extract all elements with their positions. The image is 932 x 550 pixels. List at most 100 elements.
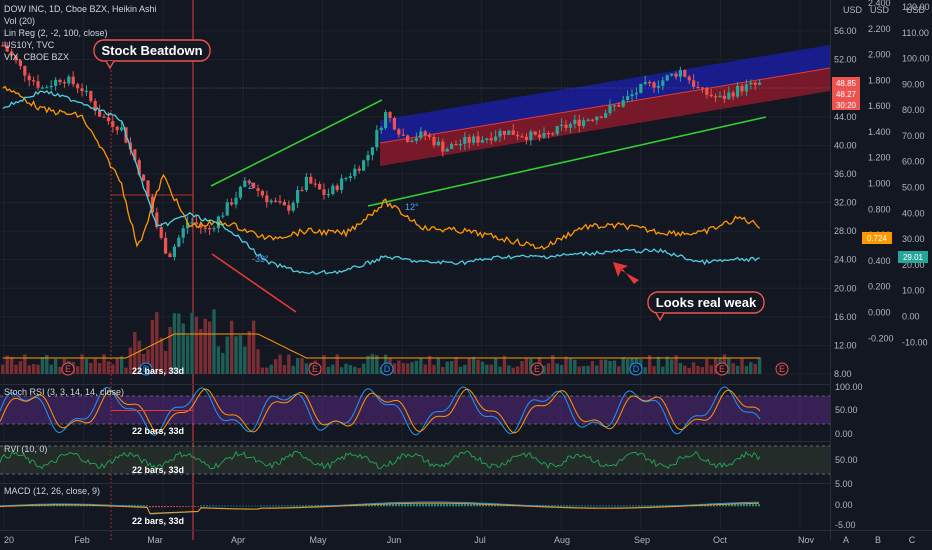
chart-title[interactable]: DOW INC, 1D, Cboe BZX, Heikin Ashi xyxy=(4,4,157,14)
volume-bar xyxy=(674,355,678,374)
volume-bar xyxy=(392,363,397,374)
candle-body xyxy=(309,176,313,184)
volume-bar xyxy=(419,357,423,374)
trendline-red[interactable] xyxy=(211,253,297,313)
candle-body xyxy=(604,112,608,118)
price-axis-vix[interactable]: 120.00 110.00 100.00 90.00 80.00 70.00 60.00 50… xyxy=(902,2,930,347)
axis1-tick: 32.00 xyxy=(834,198,857,208)
event-marker xyxy=(775,362,789,376)
macd-bar xyxy=(236,505,238,507)
candle-body xyxy=(696,86,700,89)
candle-body xyxy=(450,144,454,149)
us10y-line[interactable] xyxy=(2,85,761,251)
candle-body xyxy=(674,73,678,77)
bars-label-volume: 22 bars, 33d xyxy=(132,366,184,376)
callout-beatdown[interactable]: Stock Beatdown xyxy=(93,39,211,70)
macd-bar xyxy=(65,504,67,507)
candle-body xyxy=(608,105,612,113)
macd-bar xyxy=(566,505,568,507)
macd-signal-line xyxy=(0,502,760,514)
macd-bar xyxy=(473,504,475,507)
macd-bar xyxy=(434,504,436,507)
trendline-lower-green[interactable] xyxy=(367,116,767,207)
axis1-tick: 24.00 xyxy=(834,255,857,265)
macd-bar xyxy=(410,504,412,507)
macd-bar xyxy=(443,504,445,507)
volume-bar xyxy=(119,356,124,374)
candle-body xyxy=(419,131,423,139)
volume-bar xyxy=(432,364,436,374)
callout-weak[interactable]: Looks real weak xyxy=(647,291,765,322)
axis3-tick: 20.00 xyxy=(902,260,925,270)
candle-body xyxy=(353,168,357,177)
macd-bar xyxy=(650,505,652,507)
indicator-us10y[interactable]: US10Y, TVC xyxy=(4,40,55,50)
axis2-tick: 1.000 xyxy=(868,179,891,189)
indicator-vix[interactable]: VIX, CBOE BZX xyxy=(4,52,69,62)
candle-body xyxy=(208,227,212,230)
macd-bar xyxy=(422,504,424,507)
rsi-title[interactable]: Stoch RSI (3, 3, 14, 14, close) xyxy=(4,387,124,397)
macd-bar xyxy=(653,505,655,507)
axis1-tick: 20.00 xyxy=(834,283,857,293)
macd-bar xyxy=(188,506,190,507)
axis2-tick: 1.800 xyxy=(868,75,891,85)
candle-body xyxy=(322,189,326,195)
volume-bar xyxy=(441,367,445,374)
event-marker-label: E xyxy=(534,364,540,374)
rvi-title[interactable]: RVI (10, 0) xyxy=(4,444,47,454)
main-pane[interactable] xyxy=(0,0,830,384)
trendline-upper-green[interactable] xyxy=(210,99,383,187)
macd-bar xyxy=(647,505,649,507)
volume-bar xyxy=(661,366,665,374)
event-marker-label: E xyxy=(65,364,71,374)
event-marker xyxy=(308,362,322,376)
axis2-tick: 1.400 xyxy=(868,127,891,137)
macd-bar xyxy=(572,505,574,507)
macd-bar xyxy=(431,504,433,507)
macd-bar xyxy=(392,504,394,507)
angle-down-label: -33° xyxy=(252,254,269,264)
candle-body xyxy=(612,105,617,107)
candle-body xyxy=(274,200,278,202)
svg-text:48.85: 48.85 xyxy=(836,79,857,88)
volume-bar xyxy=(146,349,150,374)
macd-bar xyxy=(416,504,418,507)
indicator-linreg[interactable]: Lin Reg (2, -2, 100, close) xyxy=(4,28,108,38)
candle-body xyxy=(555,125,559,134)
candle-body xyxy=(18,60,23,66)
x-tick: Jun xyxy=(387,535,402,545)
rsi-tick-0: 0.00 xyxy=(835,429,853,439)
macd-bar xyxy=(143,505,145,507)
candle-body xyxy=(111,121,115,127)
candle-body xyxy=(168,253,172,258)
indicator-vol[interactable]: Vol (20) xyxy=(4,16,35,26)
volume-bar xyxy=(612,360,617,374)
macd-bar xyxy=(251,505,253,507)
volume-bar xyxy=(1,364,5,374)
macd-bar xyxy=(494,504,496,507)
volume-bar xyxy=(128,347,133,374)
candle-body xyxy=(661,80,665,86)
volume-bar xyxy=(405,363,410,374)
volume-bar xyxy=(427,355,432,374)
macd-bar xyxy=(425,504,427,507)
macd-bar xyxy=(461,504,463,507)
price-tag-vix: 29.01 xyxy=(898,251,928,263)
candle-body xyxy=(410,140,414,143)
vix-line[interactable] xyxy=(2,89,760,275)
candle-body xyxy=(582,120,586,127)
candle-body xyxy=(648,82,652,84)
candle-body xyxy=(194,222,199,225)
corner-buttons[interactable]: A B C xyxy=(843,535,916,545)
macd-bar xyxy=(272,505,274,507)
x-tick: Oct xyxy=(713,535,728,545)
volume-bar xyxy=(159,337,163,374)
macd-title[interactable]: MACD (12, 26, close, 9) xyxy=(4,486,100,496)
price-axis-us10y[interactable]: 2.400 2.200 2.000 1.800 1.600 1.400 1.200 1.000… xyxy=(868,0,894,343)
candle-body xyxy=(749,82,753,85)
candle-body xyxy=(560,124,564,126)
time-axis[interactable]: 20 Feb Mar Apr May Jun Jul Aug Sep Oct Nov xyxy=(4,535,814,545)
